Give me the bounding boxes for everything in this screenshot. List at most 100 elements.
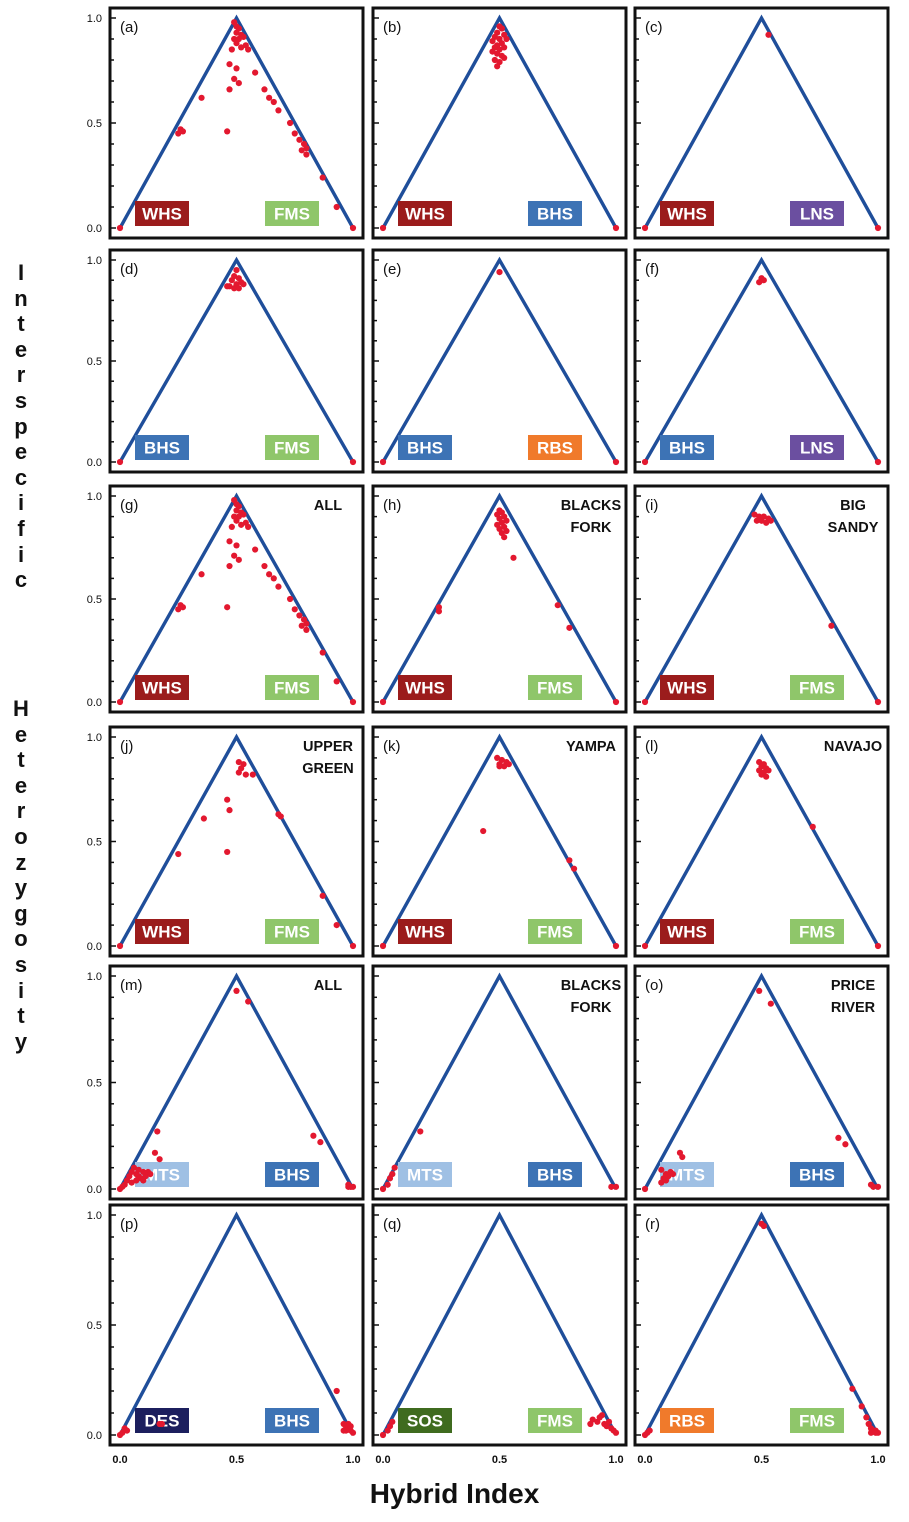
panel-7-point	[319, 649, 326, 656]
panel-7-point	[261, 562, 268, 570]
panel-12-point	[765, 767, 772, 774]
panel-10-ytick-label: 0.5	[87, 837, 102, 849]
panel-7-point	[175, 606, 182, 613]
panel-4-ytick-label: 0.5	[87, 356, 102, 368]
panel-15-point	[658, 1166, 665, 1173]
panel-10-point	[226, 807, 233, 814]
panel-14-right-label-box	[528, 1162, 582, 1187]
panel-11-triangle	[381, 733, 618, 947]
panel-13-point	[349, 1183, 357, 1190]
panel-7-point	[275, 583, 282, 590]
panel-3-left-label-box	[660, 201, 714, 226]
panel-10-right-label-box	[265, 919, 319, 944]
panel-12-panel-label: (l)	[645, 738, 658, 755]
panel-1-frame	[108, 6, 365, 240]
panel-2-triangle	[381, 14, 618, 229]
panel-9-title: SANDY	[828, 520, 879, 536]
panel-8-left-label-box	[398, 675, 452, 700]
panel-14-title: BLACKS	[561, 978, 622, 994]
panel-1-point	[198, 94, 205, 101]
panel-16-point	[347, 1423, 354, 1430]
panel-14-title: FORK	[570, 1000, 612, 1016]
panel-7-right-label: FMS	[274, 679, 310, 698]
panel-3-frame	[633, 6, 890, 240]
panel-7-panel-label: (g)	[120, 497, 138, 514]
panel-10-triangle	[118, 733, 355, 947]
panel-1-point	[291, 130, 298, 137]
panel-14-left-label: MTS	[407, 1166, 443, 1185]
panel-15-point	[662, 1177, 670, 1184]
panel-17-point	[612, 1429, 620, 1436]
panel-15-left-label: MTS	[669, 1166, 705, 1185]
panel-4-ytick-label: 1.0	[87, 255, 102, 267]
panel-13-point	[317, 1139, 324, 1146]
panel-1-point	[275, 107, 282, 114]
panel-16-ytick-label: 0.5	[87, 1320, 102, 1332]
panel-1-right-label-box	[265, 201, 319, 226]
panel-7-ytick-label: 1.0	[87, 491, 102, 503]
panel-2-point	[379, 224, 387, 232]
panel-4-point	[233, 267, 240, 274]
panel-7-point	[303, 620, 310, 627]
panel-15-point	[756, 987, 763, 995]
panel-7-right-label-box	[265, 675, 319, 700]
panel-13-ytick-label: 0.5	[87, 1078, 102, 1090]
panel-1-point	[179, 128, 187, 135]
panel-18-point	[867, 1429, 875, 1436]
panel-10-right-label: FMS	[274, 923, 310, 942]
panel-15-point	[641, 1185, 649, 1193]
panel-8-point	[554, 602, 561, 609]
panel-10-point	[200, 815, 207, 822]
panel-7-point	[231, 552, 238, 559]
panel-1-point	[270, 98, 277, 106]
panel-18-xtick-label: 0.0	[637, 1454, 652, 1466]
panel-6-left-label: BHS	[669, 439, 705, 458]
y-axis-label-interspecific: I n t e r s p e c i f i c	[14, 260, 28, 593]
panel-1-point	[226, 61, 233, 68]
panel-10-ytick-label: 0.0	[87, 941, 102, 953]
panel-1-point	[252, 69, 259, 76]
panel-11-point	[501, 763, 508, 770]
panel-11-point	[570, 865, 578, 872]
panel-11-point	[612, 942, 620, 950]
panel-16-point	[158, 1420, 166, 1428]
panel-13-point	[128, 1179, 135, 1186]
panel-7-point	[116, 698, 124, 706]
panel-4-ytick-label: 0.0	[87, 457, 102, 469]
panel-17-right-label: FMS	[537, 1412, 573, 1431]
panel-7-point	[224, 604, 231, 611]
panel-11-point	[505, 761, 512, 768]
panel-7-point	[349, 698, 357, 706]
panel-15-right-label: BHS	[799, 1166, 835, 1185]
panel-13-ytick-label: 0.0	[87, 1184, 102, 1196]
panel-1-point	[231, 75, 238, 82]
panel-2-point	[612, 224, 620, 232]
panel-1-left-label: WHS	[142, 205, 182, 224]
panel-16-left-label-box	[135, 1408, 189, 1433]
panel-11-point	[494, 754, 501, 762]
panel-4-triangle	[118, 256, 355, 463]
panel-16-xtick-label: 1.0	[345, 1454, 360, 1466]
panel-17-point	[598, 1412, 606, 1419]
panel-13-point	[345, 1183, 352, 1190]
panel-5-triangle	[381, 256, 618, 463]
panel-18-point	[760, 1222, 767, 1230]
panel-3-left-label: WHS	[667, 205, 707, 224]
panel-17-point	[605, 1418, 613, 1425]
panel-1-triangle	[118, 14, 355, 229]
panel-14-point	[384, 1181, 391, 1188]
panel-9-point	[758, 517, 765, 524]
panel-7-point	[228, 523, 235, 531]
panel-1-point	[224, 128, 231, 135]
panel-10-point	[242, 771, 249, 778]
panel-15-triangle	[643, 972, 880, 1190]
y-axis-label-heterozygosity: H e t e r o z y g o s i t y	[13, 696, 29, 1054]
panel-2-point	[491, 56, 498, 64]
panel-14-point	[379, 1185, 387, 1193]
panel-11-title: YAMPA	[566, 739, 616, 755]
panel-10-point	[116, 942, 124, 950]
panel-18-right-label: FMS	[799, 1412, 835, 1431]
panel-7-point	[286, 595, 294, 603]
panel-18-left-label: RBS	[669, 1412, 705, 1431]
panel-1-point	[235, 80, 242, 87]
